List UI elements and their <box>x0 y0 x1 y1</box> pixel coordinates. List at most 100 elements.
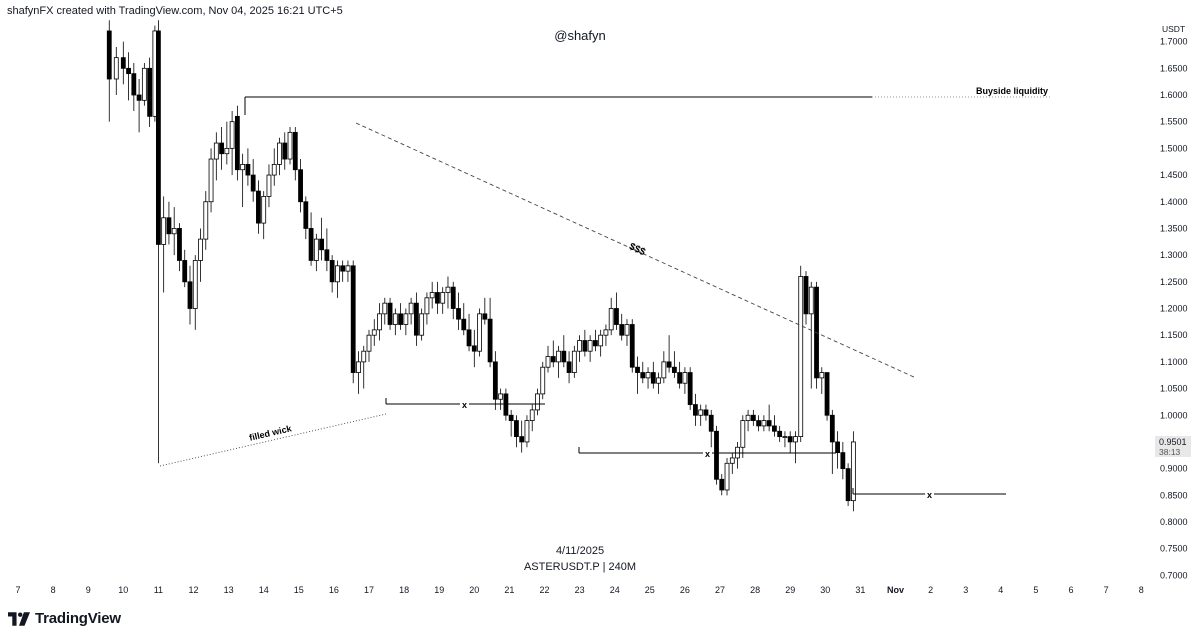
candle-body <box>661 361 667 379</box>
time-tick-label: 13 <box>224 585 234 595</box>
time-tick-label: 29 <box>785 585 795 595</box>
candle-body <box>466 329 472 347</box>
candle <box>308 212 314 266</box>
candle-body <box>335 265 340 283</box>
candle-body <box>192 260 198 309</box>
price-tick-label: 1.3000 <box>1160 250 1188 260</box>
candle-body <box>703 409 709 416</box>
candle-body <box>382 302 388 315</box>
trendline-dashed[interactable] <box>355 122 917 379</box>
price-axis: 1.7000 1.6500 1.6000 1.5500 1.5000 1.4500 1.40… <box>1160 37 1188 581</box>
candle-body <box>614 308 619 325</box>
chart-symbol: ASTERUSDT.P | 240M <box>523 561 637 573</box>
candle-body <box>147 67 153 117</box>
candle-body <box>126 67 131 75</box>
candle-body <box>187 281 193 309</box>
candle <box>240 153 246 208</box>
candle-body <box>435 292 440 304</box>
candle-body <box>798 276 804 438</box>
candle-body <box>608 308 614 331</box>
candle <box>724 457 730 496</box>
candle-body <box>387 302 393 325</box>
candle <box>766 404 772 432</box>
candle-body <box>840 452 846 470</box>
candle-body <box>398 313 403 325</box>
candle <box>540 361 546 400</box>
candle-body <box>471 345 477 352</box>
candle-body <box>282 142 288 160</box>
price-tick-label: 1.0000 <box>1160 410 1188 420</box>
candle-body <box>308 228 314 261</box>
candle-body <box>682 372 688 384</box>
candle-body <box>687 372 693 405</box>
candle-body <box>213 142 219 160</box>
candle <box>614 292 619 330</box>
candle-body <box>587 340 593 352</box>
candle <box>192 255 198 330</box>
candle-body <box>487 318 493 363</box>
candle-body <box>745 414 751 421</box>
candle-body <box>377 313 382 331</box>
candle <box>113 46 119 95</box>
time-tick-label: 7 <box>15 585 20 595</box>
candle <box>793 431 798 464</box>
candle <box>147 57 153 128</box>
candle <box>535 388 540 416</box>
candle-body <box>582 340 588 352</box>
time-tick-label: 12 <box>188 585 198 595</box>
candle <box>719 473 725 496</box>
candle-body <box>603 329 609 336</box>
candle <box>835 431 840 469</box>
candle-body <box>640 372 646 379</box>
candle-body <box>303 201 309 229</box>
price-tick-label: 1.0500 <box>1160 384 1188 394</box>
candle-body <box>829 414 835 443</box>
brand-name: TradingView <box>35 610 121 627</box>
candle <box>603 324 609 346</box>
time-tick-label: 20 <box>469 585 479 595</box>
candle <box>698 404 704 426</box>
candle-body <box>545 356 551 368</box>
candle <box>350 260 356 384</box>
candle <box>450 281 456 320</box>
candle <box>271 148 277 186</box>
candle <box>677 361 683 389</box>
candle-body <box>492 361 498 400</box>
candle-body <box>514 420 519 437</box>
candle <box>740 415 746 458</box>
candle <box>387 297 393 330</box>
buyside-liquidity-label: Buyside liquidity <box>976 86 1048 96</box>
candle <box>335 260 340 298</box>
candle-body <box>229 121 235 149</box>
tradingview-brand[interactable]: TradingView <box>8 610 121 627</box>
candle <box>166 201 172 245</box>
candle-body <box>171 228 177 235</box>
time-tick-label: 15 <box>294 585 304 595</box>
time-tick-label: 16 <box>329 585 339 595</box>
candle <box>424 292 430 325</box>
candle <box>850 431 856 512</box>
price-tick-label: 1.2500 <box>1160 277 1188 287</box>
candle-body <box>503 393 509 416</box>
candle-body <box>793 436 798 443</box>
candle-body <box>361 350 367 363</box>
time-tick-label: 26 <box>680 585 690 595</box>
candle-body <box>419 313 425 336</box>
candle <box>561 335 567 368</box>
filled-wick-line[interactable] <box>159 413 387 467</box>
candle-body <box>624 324 630 336</box>
candle <box>772 415 777 437</box>
candle <box>598 329 604 357</box>
currency-label: USDT <box>1162 24 1185 34</box>
candle-body <box>766 420 772 427</box>
candle <box>545 345 551 373</box>
candle <box>671 351 677 378</box>
time-tick-label: 31 <box>855 585 865 595</box>
candle-body <box>131 73 137 96</box>
candle <box>329 255 335 293</box>
candle <box>234 105 240 181</box>
candle-body <box>729 457 735 464</box>
candle <box>408 297 414 325</box>
candle <box>392 308 398 336</box>
